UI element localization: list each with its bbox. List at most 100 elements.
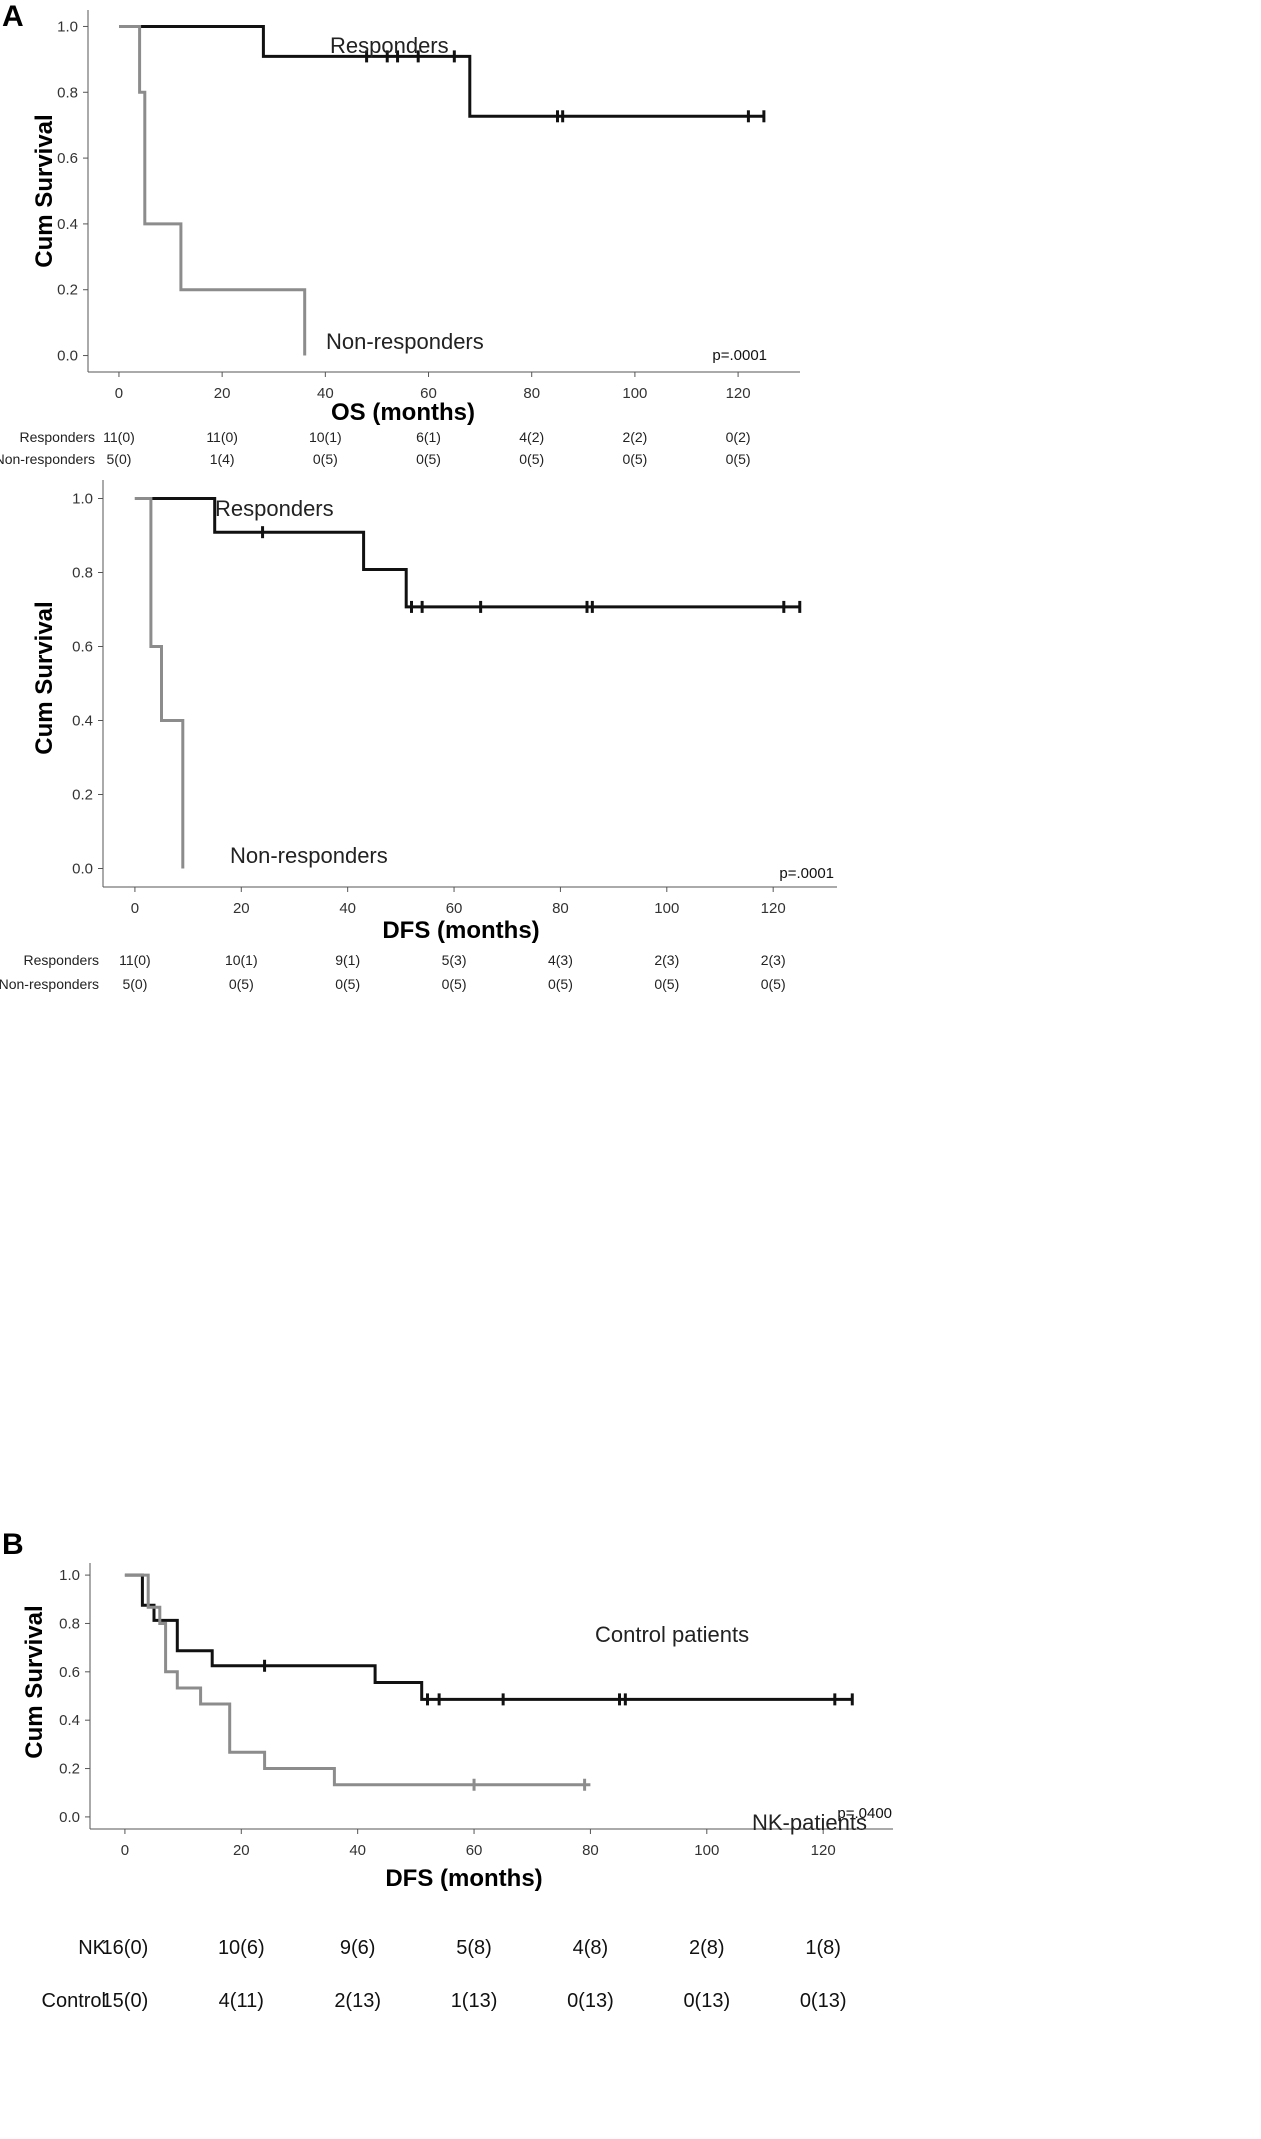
risk-cell: 11(0) [206, 429, 238, 445]
risk-cell: 0(5) [313, 451, 338, 467]
risk-row-label: Non-responders [0, 451, 95, 467]
risk-cell: 2(3) [761, 952, 786, 968]
panel-label-a: A [2, 0, 24, 33]
risk-cell: 15(0) [102, 1990, 149, 2012]
risk-cell: 5(3) [442, 952, 467, 968]
y-tick-label: 0.8 [57, 84, 78, 101]
y-tick-label: 0.2 [57, 282, 78, 299]
risk-cell: 0(5) [548, 976, 573, 992]
chart-dfs_b: 0.0 0.2 0.4 0.6 0.8 1.0 0 20 40 60 80 100 120 Cum Sur… [21, 1563, 893, 2012]
y-tick-label: 0.0 [59, 1809, 80, 1826]
x-tick-label: 60 [466, 1842, 483, 1859]
risk-cell: 0(13) [567, 1990, 614, 2012]
risk-cell: 11(0) [103, 429, 135, 445]
risk-cell: 1(8) [805, 1937, 841, 1959]
risk-cell: 0(5) [761, 976, 786, 992]
y-axis-title: Cum Survival [31, 601, 58, 754]
x-axis-title: OS (months) [331, 399, 475, 426]
risk-cell: 5(8) [456, 1937, 492, 1959]
risk-cell: 5(0) [107, 451, 132, 467]
x-tick-label: 60 [446, 900, 463, 917]
y-tick-label: 0.4 [72, 713, 93, 730]
y-axis-title: Cum Survival [31, 114, 58, 267]
risk-row-label: NK [78, 1937, 106, 1959]
survival-curve-responders [134, 497, 800, 609]
y-tick-label: 0.2 [59, 1761, 80, 1778]
survival-curve-non-responders [134, 497, 185, 869]
y-axis-title: Cum Survival [21, 1605, 48, 1758]
risk-cell: 5(0) [122, 976, 147, 992]
x-tick-label: 0 [131, 900, 139, 917]
risk-cell: 0(2) [726, 429, 751, 445]
risk-cell: 0(13) [800, 1990, 847, 2012]
risk-cell: 0(5) [335, 976, 360, 992]
x-tick-label: 120 [726, 385, 751, 402]
series-label: Non-responders [230, 843, 388, 868]
risk-cell: 0(5) [442, 976, 467, 992]
x-tick-label: 100 [654, 900, 679, 917]
y-tick-label: 0.6 [72, 639, 93, 656]
x-tick-label: 60 [420, 385, 437, 402]
risk-cell: 1(4) [210, 451, 235, 467]
series-label: Control patients [595, 1622, 749, 1647]
y-tick-label: 0.4 [57, 216, 78, 233]
panel-label-b: B [2, 1528, 24, 1561]
x-tick-label: 0 [121, 1842, 129, 1859]
y-tick-label: 0.4 [59, 1712, 80, 1729]
risk-cell: 4(2) [519, 429, 544, 445]
y-tick-label: 1.0 [59, 1567, 80, 1584]
chart-os: 0.0 0.2 0.4 0.6 0.8 1.0 0 20 40 60 80 100 120 Cum Sur… [0, 10, 800, 467]
risk-cell: 4(11) [219, 1990, 264, 2012]
y-tick-label: 0.8 [59, 1615, 80, 1632]
survival-curve-nk-patients [124, 1573, 853, 1701]
y-tick-label: 1.0 [57, 18, 78, 35]
risk-row-label: Non-responders [0, 976, 99, 992]
risk-cell: 2(8) [689, 1937, 725, 1959]
p-value: p=.0001 [779, 865, 834, 882]
x-tick-label: 40 [349, 1842, 366, 1859]
x-axis-title: DFS (months) [385, 1865, 542, 1892]
risk-cell: 9(1) [335, 952, 360, 968]
series-label: Responders [330, 33, 449, 58]
x-tick-label: 80 [523, 385, 540, 402]
risk-row-label: Responders [24, 952, 100, 968]
risk-cell: 0(5) [654, 976, 679, 992]
survival-curve-non-responders [119, 25, 307, 356]
risk-cell: 10(6) [218, 1937, 265, 1959]
risk-cell: 4(3) [548, 952, 573, 968]
series-label: NK-patients [752, 1810, 867, 1835]
risk-cell: 0(5) [416, 451, 441, 467]
y-tick-label: 1.0 [72, 491, 93, 508]
y-tick-label: 0.0 [72, 861, 93, 878]
x-tick-label: 80 [552, 900, 569, 917]
survival-curve-control-patients [124, 1573, 591, 1787]
risk-cell: 6(1) [416, 429, 441, 445]
risk-cell: 0(5) [519, 451, 544, 467]
x-tick-label: 100 [694, 1842, 719, 1859]
risk-cell: 0(5) [229, 976, 254, 992]
risk-cell: 0(5) [726, 451, 751, 467]
risk-cell: 2(13) [334, 1990, 381, 2012]
y-tick-label: 0.8 [72, 565, 93, 582]
chart-dfs_a: 0.0 0.2 0.4 0.6 0.8 1.0 0 20 40 60 80 100 120 Cum Sur… [0, 480, 837, 992]
risk-cell: 2(2) [622, 429, 647, 445]
y-tick-label: 0.6 [59, 1664, 80, 1681]
risk-cell: 2(3) [654, 952, 679, 968]
series-label: Non-responders [326, 329, 484, 354]
risk-cell: 0(13) [683, 1990, 730, 2012]
series-label: Responders [215, 496, 334, 521]
risk-row-label: Control [42, 1990, 106, 2012]
risk-cell: 1(13) [451, 1990, 498, 2012]
x-tick-label: 80 [582, 1842, 599, 1859]
plots: 0.0 0.2 0.4 0.6 0.8 1.0 0 20 40 60 80 100 120 Cum Sur… [0, 10, 893, 2012]
x-tick-label: 40 [317, 385, 334, 402]
risk-cell: 0(5) [622, 451, 647, 467]
risk-cell: 4(8) [573, 1937, 609, 1959]
x-tick-label: 100 [622, 385, 647, 402]
risk-row-label: Responders [20, 429, 96, 445]
x-axis-title: DFS (months) [382, 917, 539, 944]
risk-cell: 10(1) [225, 952, 258, 968]
x-tick-label: 40 [339, 900, 356, 917]
x-tick-label: 20 [214, 385, 231, 402]
